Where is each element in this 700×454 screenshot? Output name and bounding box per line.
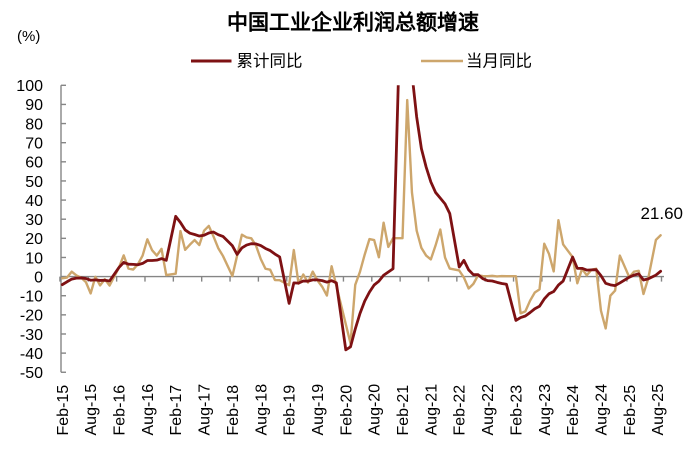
svg-text:Aug-18: Aug-18 — [253, 384, 270, 436]
svg-text:Aug-24: Aug-24 — [593, 384, 610, 436]
svg-text:30: 30 — [25, 212, 43, 229]
svg-text:Feb-16: Feb-16 — [112, 385, 129, 436]
svg-text:0: 0 — [34, 269, 43, 286]
svg-text:70: 70 — [25, 135, 43, 152]
svg-text:-30: -30 — [20, 327, 43, 344]
svg-text:Feb-25: Feb-25 — [622, 385, 639, 436]
svg-text:Aug-23: Aug-23 — [537, 384, 554, 436]
svg-text:21.60: 21.60 — [640, 204, 683, 223]
svg-text:Aug-17: Aug-17 — [197, 384, 214, 436]
svg-text:40: 40 — [25, 193, 43, 210]
svg-text:累计同比: 累计同比 — [237, 52, 303, 71]
svg-text:-20: -20 — [20, 308, 43, 325]
svg-text:10: 10 — [25, 250, 43, 267]
svg-text:60: 60 — [25, 155, 43, 172]
svg-text:Aug-19: Aug-19 — [310, 384, 327, 436]
svg-text:Feb-19: Feb-19 — [282, 385, 299, 436]
svg-text:Feb-24: Feb-24 — [565, 385, 582, 436]
svg-text:100: 100 — [16, 78, 43, 95]
svg-text:当月同比: 当月同比 — [466, 52, 532, 71]
svg-text:80: 80 — [25, 116, 43, 133]
svg-text:Feb-15: Feb-15 — [55, 385, 72, 436]
svg-text:50: 50 — [25, 174, 43, 191]
svg-text:-40: -40 — [20, 346, 43, 363]
svg-text:Aug-22: Aug-22 — [480, 384, 497, 436]
svg-text:(%): (%) — [17, 28, 40, 45]
svg-text:中国工业企业利润总额增速: 中国工业企业利润总额增速 — [227, 11, 479, 35]
svg-text:Aug-25: Aug-25 — [650, 384, 667, 436]
svg-text:-10: -10 — [20, 289, 43, 306]
svg-text:Aug-20: Aug-20 — [367, 384, 384, 436]
svg-text:Feb-18: Feb-18 — [225, 385, 242, 436]
svg-text:Aug-16: Aug-16 — [140, 384, 157, 436]
svg-text:90: 90 — [25, 97, 43, 114]
svg-text:Aug-21: Aug-21 — [423, 384, 440, 436]
svg-text:Feb-21: Feb-21 — [395, 385, 412, 436]
svg-text:20: 20 — [25, 231, 43, 248]
svg-text:Feb-20: Feb-20 — [338, 385, 355, 436]
svg-text:-50: -50 — [20, 365, 43, 382]
svg-text:Feb-22: Feb-22 — [452, 385, 469, 436]
svg-text:Aug-15: Aug-15 — [83, 384, 100, 436]
svg-text:Feb-23: Feb-23 — [508, 385, 525, 436]
svg-text:Feb-17: Feb-17 — [168, 385, 185, 436]
